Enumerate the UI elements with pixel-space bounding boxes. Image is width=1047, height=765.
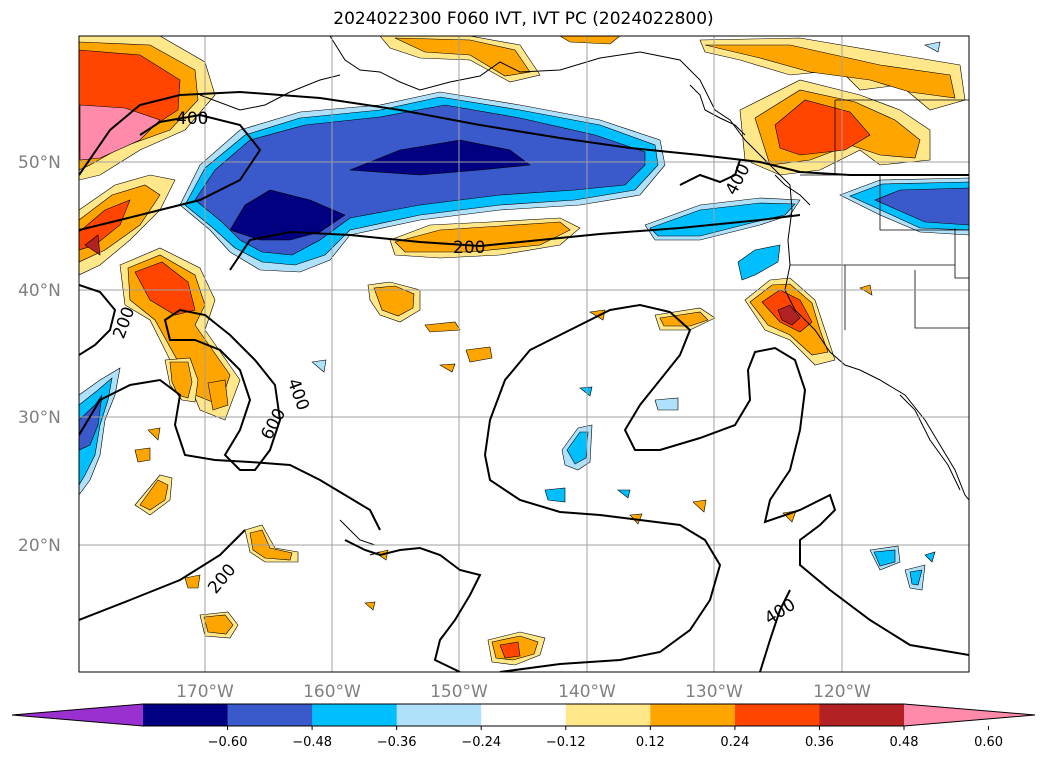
map-title: 2024022300 F060 IVT, IVT PC (2024022800) bbox=[333, 9, 714, 29]
lat-label: 20°N bbox=[18, 536, 61, 556]
colorbar-tick-label: −0.48 bbox=[292, 735, 332, 750]
colorbar-tick-label: 0.48 bbox=[890, 735, 919, 750]
colorbar-swatch bbox=[143, 704, 229, 726]
lon-label: 130°W bbox=[685, 682, 743, 702]
colorbar-tick-label: −0.24 bbox=[461, 735, 501, 750]
colorbar-tick-label: −0.12 bbox=[546, 735, 586, 750]
coastlines bbox=[199, 36, 969, 556]
colorbar-swatch bbox=[819, 704, 905, 726]
contour-label: 400 bbox=[176, 109, 208, 129]
contour-label: 200 bbox=[453, 238, 485, 258]
latitude-labels: 50°N 40°N 30°N 20°N bbox=[18, 153, 61, 556]
lat-label: 30°N bbox=[18, 408, 61, 428]
colorbar-swatch bbox=[565, 704, 651, 726]
colorbar-tick-label: 0.24 bbox=[720, 735, 749, 750]
map-frame bbox=[78, 35, 970, 673]
negative-ivt-pc-shading bbox=[79, 41, 969, 591]
colorbar-tick-label: 0.60 bbox=[974, 735, 1003, 750]
lon-label: 150°W bbox=[430, 682, 488, 702]
colorbar-outline bbox=[11, 703, 1036, 727]
lon-label: 140°W bbox=[558, 682, 616, 702]
colorbar-extend-low bbox=[12, 704, 143, 726]
lon-label: 160°W bbox=[303, 682, 361, 702]
lon-label: 170°W bbox=[176, 682, 234, 702]
colorbar-tick-label: −0.36 bbox=[377, 735, 417, 750]
colorbar-swatch bbox=[734, 704, 820, 726]
lat-label: 40°N bbox=[18, 281, 61, 301]
map-panel: 400 400 200 200 400 600 200 400 bbox=[79, 36, 969, 672]
colorbar-tick-label: 0.36 bbox=[805, 735, 834, 750]
gridlines bbox=[79, 36, 969, 672]
colorbar-swatch bbox=[650, 704, 736, 726]
colorbar-swatch bbox=[227, 704, 313, 726]
lat-label: 50°N bbox=[18, 153, 61, 173]
colorbar-swatch bbox=[481, 704, 567, 726]
colorbar: −0.60 −0.48 −0.36 −0.24 −0.12 0.12 0.24 0.36 0.4… bbox=[11, 703, 1036, 750]
colorbar-tick-label: 0.12 bbox=[636, 735, 665, 750]
lon-label: 120°W bbox=[813, 682, 871, 702]
colorbar-extend-high bbox=[904, 704, 1035, 726]
ivt-contours bbox=[79, 90, 969, 672]
longitude-labels: 170°W 160°W 150°W 140°W 130°W 120°W bbox=[176, 682, 871, 702]
colorbar-tick-label: −0.60 bbox=[208, 735, 248, 750]
colorbar-swatch bbox=[312, 704, 398, 726]
colorbar-swatch bbox=[396, 704, 482, 726]
